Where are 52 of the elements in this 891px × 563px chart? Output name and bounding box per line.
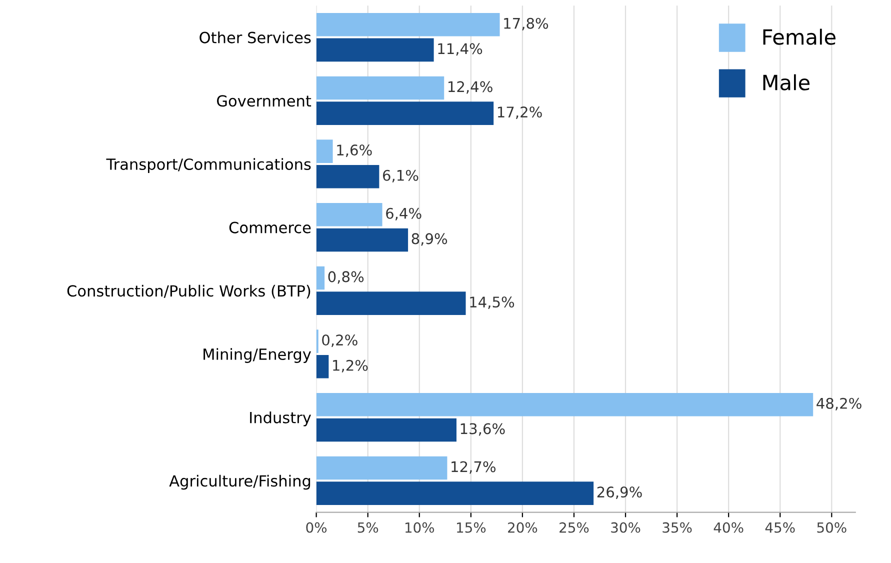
data-label: 12,4% — [448, 81, 492, 94]
y-tick-label: Agriculture/Fishing — [169, 474, 310, 490]
x-tick-label: 50% — [817, 522, 846, 533]
x-tick-label: 20% — [508, 522, 538, 533]
data-label: 1,2% — [333, 360, 368, 372]
data-label: 11,4% — [438, 43, 482, 56]
bar — [316, 164, 380, 188]
bar — [316, 393, 814, 416]
x-tick-label: 45% — [765, 522, 795, 533]
data-label: 17,2% — [498, 106, 542, 120]
data-label: 48,2% — [816, 398, 862, 410]
bar — [316, 482, 594, 505]
y-tick-label: Transport/Communications — [106, 158, 311, 173]
x-tick-label: 35% — [662, 522, 692, 533]
y-tick-label: Government — [217, 95, 312, 107]
data-label: 0,2% — [322, 334, 358, 348]
data-label: 26,9% — [597, 486, 642, 500]
data-label: 8,9% — [412, 233, 448, 246]
data-label: 0,8% — [328, 271, 364, 284]
bar — [316, 12, 500, 36]
bar — [316, 76, 444, 100]
legend-label: Male — [763, 74, 810, 90]
bar — [316, 418, 456, 442]
data-label: 14,5% — [470, 296, 514, 310]
bar — [316, 355, 329, 378]
data-label: 6,1% — [382, 170, 418, 182]
bar — [316, 456, 448, 480]
x-tick-label: 25% — [560, 522, 589, 533]
bar — [316, 228, 408, 252]
y-tick-label: Mining/Energy — [204, 348, 311, 363]
bar — [316, 292, 466, 315]
bar — [316, 38, 434, 62]
data-label: 17,8% — [504, 18, 548, 30]
legend-label: Female — [763, 28, 836, 45]
y-tick-label: Other Services — [200, 31, 311, 44]
bar — [316, 202, 382, 226]
x-tick-label: 40% — [714, 522, 744, 533]
data-label: 6,4% — [386, 208, 422, 220]
bar — [316, 266, 325, 290]
data-label: 1,6% — [337, 144, 372, 158]
y-tick-label: Industry — [250, 412, 311, 426]
bar — [316, 140, 333, 163]
y-tick-label: Commerce — [229, 222, 311, 234]
bar — [316, 102, 494, 125]
x-tick-label: 5% — [358, 522, 378, 533]
data-label: 13,6% — [460, 423, 505, 436]
x-tick-label: 0% — [306, 522, 327, 533]
x-tick-label: 30% — [611, 522, 640, 533]
y-tick-label: Construction/Public Works (BTP) — [67, 284, 310, 298]
x-tick-label: 15% — [457, 522, 486, 533]
data-label: 12,7% — [452, 461, 496, 474]
x-tick-label: 10% — [405, 522, 434, 533]
